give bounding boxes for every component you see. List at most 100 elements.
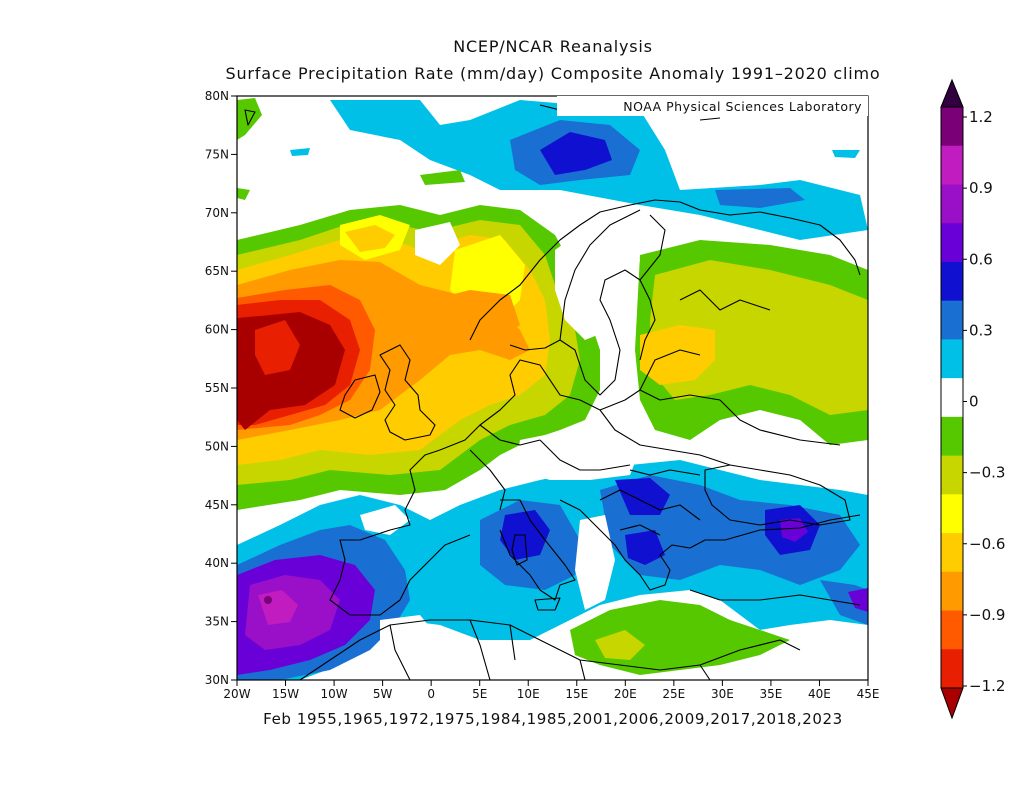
lon-tick-label: 10W [321, 687, 348, 701]
lon-tick-label: 10E [517, 687, 540, 701]
balkans-blue-core [615, 478, 670, 515]
alps-white-gap [515, 430, 640, 480]
greece-blue-core [625, 530, 665, 565]
composite-years-caption: Feb 1955,1965,1972,1975,1984,1985,2001,2… [263, 710, 843, 728]
colorbar: 1.2 0.9 0.6 0.3 0 −0.3 −0.6 −0.9 −1.2 [940, 78, 1005, 720]
colorbar-swatch [941, 300, 963, 340]
nw-green-patch-2 [237, 188, 250, 200]
iberia-inner-white [360, 505, 410, 535]
lon-tick-label: 5E [472, 687, 487, 701]
greenland-sea-green-patch [420, 170, 465, 185]
lat-tick-label: 60N [205, 323, 229, 337]
continental-coast [439, 359, 721, 451]
lon-tick-label: 20W [223, 687, 250, 701]
colorbar-label: −1.2 [969, 677, 1005, 695]
colorbar-swatch [941, 184, 963, 224]
france-spain-coast [329, 449, 471, 616]
norwegian-sea-white-gap [415, 222, 460, 265]
colorbar-label: 1.2 [969, 108, 993, 126]
internal-borders-africa [389, 619, 711, 680]
lat-tick-label: 45N [205, 498, 229, 512]
lon-tick-label: 0 [427, 687, 435, 701]
lat-tick-label: 55N [205, 381, 229, 395]
colorbar-swatch [941, 494, 963, 534]
norway-sweden-border [559, 209, 641, 341]
colorbar-swatch [941, 455, 963, 495]
lat-tick-label: 30N [205, 673, 229, 687]
map-panel: NOAA Physical Sciences Laboratory 30N 35N… [205, 89, 880, 701]
colorbar-label: −0.9 [969, 606, 1005, 624]
lon-tick-label: 35E [759, 687, 782, 701]
longitude-axis: 20W 15W 10W 5W 0 5E 10E 15E 20E 25E 30E 35E 40E 45E [223, 680, 879, 701]
lon-tick-label: 40E [808, 687, 831, 701]
russia-yellowgreen-region [650, 260, 868, 415]
credit-box [557, 96, 868, 116]
lat-tick-label: 40N [205, 556, 229, 570]
colorbar-swatch [941, 533, 963, 573]
black-sea-coast [704, 464, 851, 526]
colorbar-label: −0.3 [969, 464, 1005, 482]
colorbar-swatch [941, 223, 963, 263]
svalbard-east-positive [715, 188, 805, 208]
colorbar-swatch [941, 571, 963, 612]
colorbar-swatch [941, 610, 963, 650]
north-africa-white-gap [380, 615, 570, 680]
barents-core-positive [540, 132, 612, 175]
colorbar-swatch [941, 339, 963, 379]
iberia-dark-core [264, 596, 272, 604]
lon-tick-label: 45E [857, 687, 880, 701]
internal-borders-balkans [599, 469, 701, 536]
lon-tick-label: 20E [614, 687, 637, 701]
credit-label: NOAA Physical Sciences Laboratory [623, 99, 862, 114]
anomaly-field [237, 98, 868, 680]
sicily-outline [534, 597, 561, 611]
colorbar-min-arrow [940, 687, 964, 720]
nw-atlantic-inner-red [255, 320, 300, 375]
lon-tick-label: 15W [272, 687, 299, 701]
lon-tick-label: 25E [662, 687, 685, 701]
scandinavia-south-coast [509, 269, 656, 396]
lat-tick-label: 65N [205, 264, 229, 278]
colorbar-frame [940, 106, 964, 689]
colorbar-label: 0.9 [969, 179, 993, 197]
arctic-cyan-blob-2 [832, 150, 860, 158]
lon-tick-label: 5W [373, 687, 393, 701]
colorbar-swatch [941, 416, 963, 457]
lat-tick-label: 80N [205, 89, 229, 103]
east-edge-violet [848, 588, 868, 612]
colorbar-label: 0 [969, 393, 979, 411]
adriatic-white-gap [575, 515, 615, 610]
colorbar-swatch [941, 145, 963, 185]
colorbar-swatch [941, 261, 963, 302]
norway-white-gap [555, 225, 640, 340]
lon-tick-label: 30E [711, 687, 734, 701]
norwegian-sea-gold [345, 225, 395, 252]
finland-border [639, 214, 666, 281]
colorbar-label: −0.6 [969, 535, 1005, 553]
colorbar-label: 0.6 [969, 250, 993, 268]
baltic-gold-region [640, 325, 715, 385]
lat-tick-label: 50N [205, 439, 229, 453]
internal-borders-west [469, 424, 631, 511]
ireland-coastline [339, 374, 381, 419]
lon-tick-label: 15E [565, 687, 588, 701]
colorbar-max-arrow [940, 78, 964, 108]
balkans-coastline [559, 499, 861, 591]
internal-borders-east [599, 289, 841, 466]
lat-tick-label: 70N [205, 206, 229, 220]
sardinia-outline [511, 534, 528, 566]
turkey-violet-core [780, 518, 808, 542]
lat-tick-label: 75N [205, 147, 229, 161]
figure-title: NCEP/NCAR Reanalysis [453, 37, 653, 56]
colorbar-swatch [941, 378, 963, 418]
lat-tick-label: 35N [205, 615, 229, 629]
north-africa-coast [299, 619, 801, 680]
colorbar-swatch [941, 649, 963, 689]
nw-corner-green-patch [237, 98, 262, 140]
turkey-south-coast [689, 589, 861, 606]
colorbar-label: 0.3 [969, 321, 993, 339]
colorbar-swatch [941, 107, 963, 147]
arctic-cyan-blob-1 [290, 148, 310, 156]
uk-coastline [379, 344, 436, 441]
